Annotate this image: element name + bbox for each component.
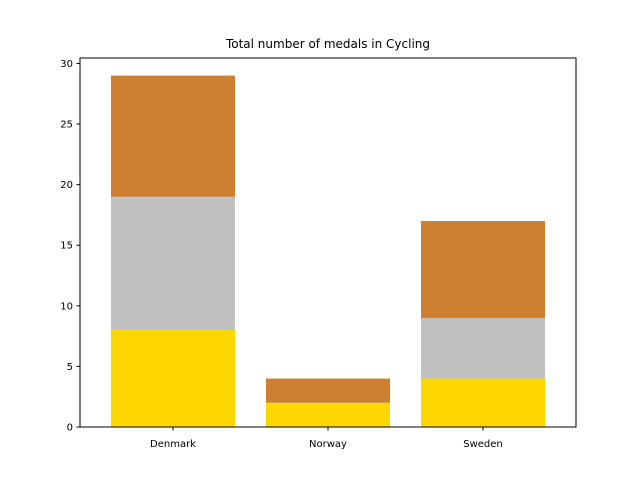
- bar-sweden-segment-0: [421, 378, 545, 427]
- bar-denmark-segment-2: [111, 75, 235, 197]
- bar-sweden-segment-2: [421, 220, 545, 318]
- bars-layer: [111, 75, 545, 427]
- x-tick-label-norway: Norway: [309, 439, 347, 450]
- y-tick-label: 5: [67, 362, 73, 373]
- bar-norway-segment-0: [266, 402, 390, 427]
- y-tick-label: 25: [60, 120, 73, 131]
- bar-denmark-segment-1: [111, 196, 235, 331]
- chart-title: Total number of medals in Cycling: [225, 37, 430, 51]
- bar-norway-segment-2: [266, 378, 390, 403]
- y-tick-label: 15: [60, 241, 73, 252]
- plot-frame: [79, 57, 577, 428]
- bar-denmark-segment-0: [111, 330, 235, 427]
- y-tick-label: 10: [60, 301, 73, 312]
- y-axis: 0 5 10 15 20 25 30: [60, 59, 80, 434]
- x-axis: Denmark Norway Sweden: [150, 427, 503, 450]
- x-tick-label-sweden: Sweden: [463, 439, 503, 450]
- bar-sweden-segment-1: [421, 317, 545, 379]
- y-tick-label: 0: [67, 423, 73, 434]
- x-tick-label-denmark: Denmark: [150, 439, 196, 450]
- y-tick-label: 30: [60, 59, 73, 70]
- y-tick-label: 20: [60, 180, 73, 191]
